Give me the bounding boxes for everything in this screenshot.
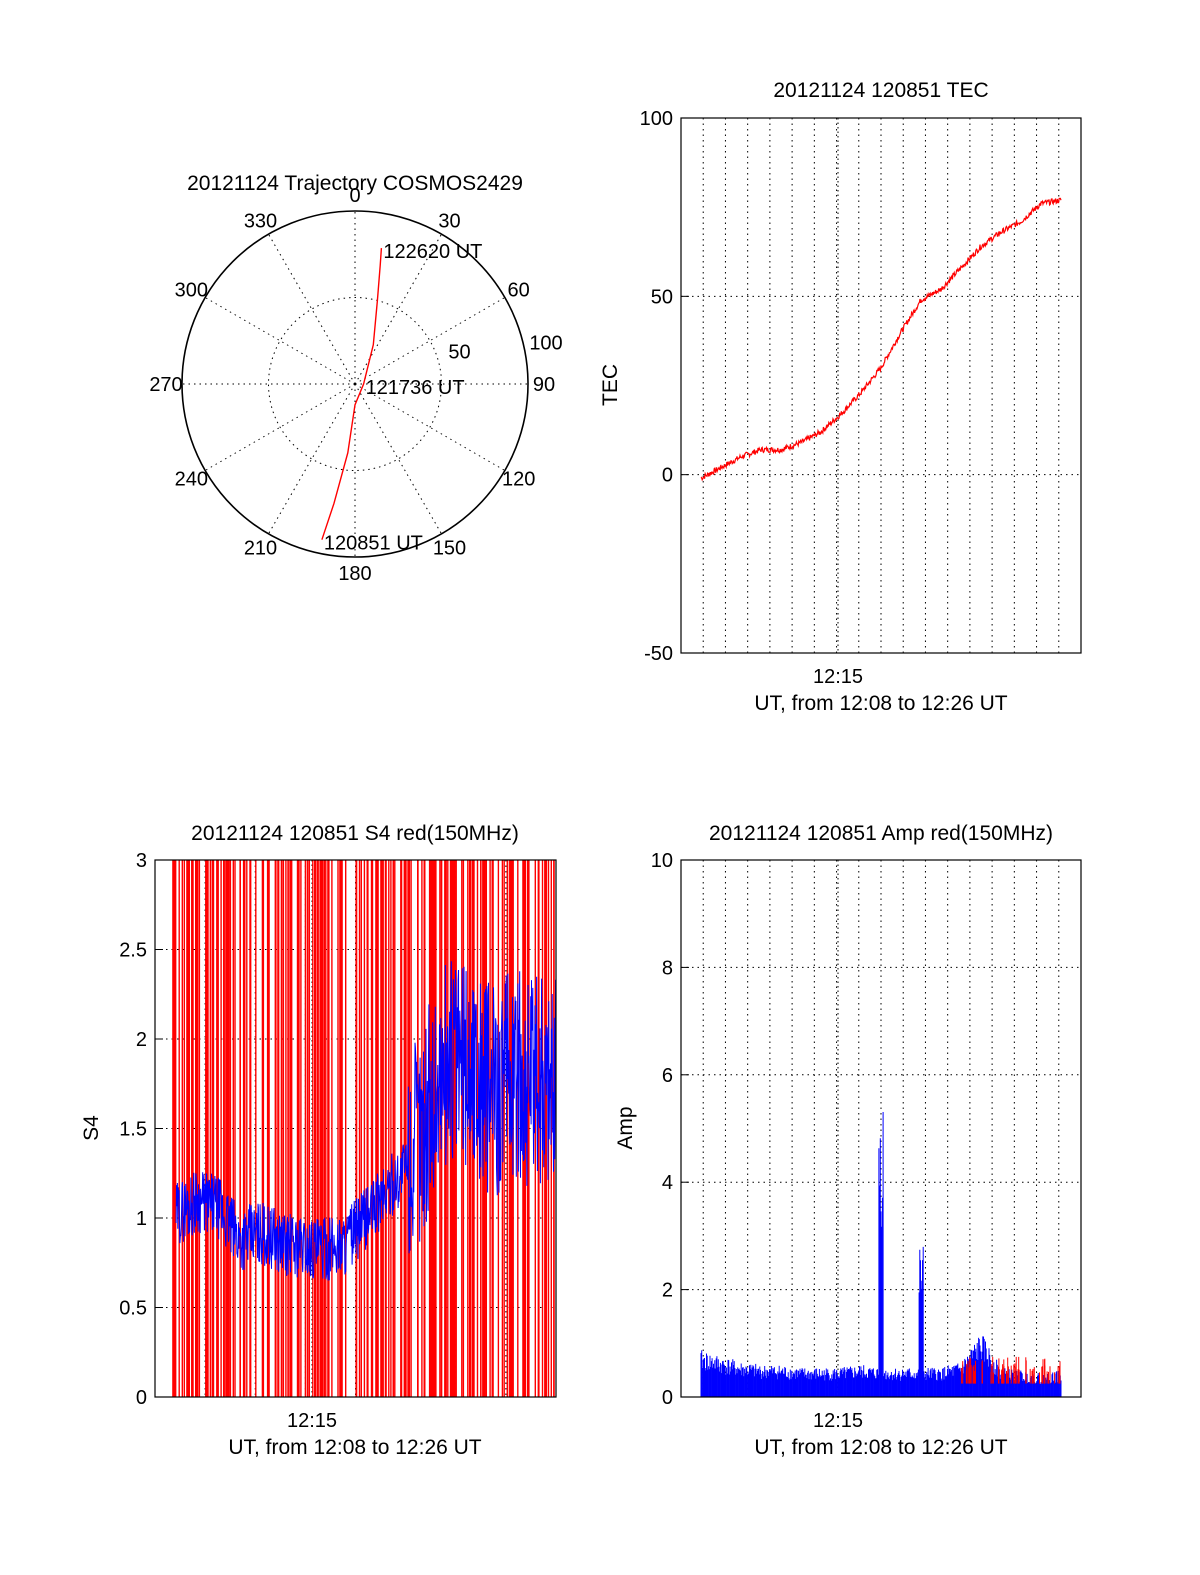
- s4-ytick-labels: 0 0.5 1 1.5 2 2.5 3: [119, 850, 147, 1409]
- polar-azimuth-label: 180: [338, 563, 371, 585]
- polar-azimuth-label: 60: [508, 280, 530, 302]
- polar-radial-label: 100: [529, 333, 562, 355]
- s4-ytick-label: 1.5: [119, 1119, 147, 1141]
- polar-spoke: [354, 383, 442, 535]
- amp-ytick-label: 0: [662, 1387, 673, 1409]
- polar-azimuth-label: 300: [175, 280, 208, 302]
- s4-frame: [154, 859, 557, 1398]
- polar-azimuth-label: 120: [502, 469, 535, 491]
- amp-ytick-labels: 0 2 4 6 8 10: [651, 850, 673, 1409]
- polar-spoke: [354, 297, 506, 385]
- polar-radial-label: 50: [448, 341, 470, 363]
- amp-xtick-label: 12:15: [813, 1410, 863, 1432]
- tec-panel: 20121124 120851 TEC -50 0 50 100 12:15 UT, …: [599, 79, 1082, 715]
- trajectory-time-label: 121736 UT: [366, 377, 465, 399]
- trajectory-time-label: 120851 UT: [324, 533, 423, 555]
- polar-spoke: [204, 383, 356, 471]
- tec-frame: [680, 117, 1082, 654]
- polar-azimuth-label: 90: [533, 374, 555, 396]
- polar-outer-circle: [181, 210, 529, 558]
- s4-panel: 20121124 120851 S4 red(150MHz) 0 0.5 1 1.5 2…: [80, 822, 557, 1459]
- tec-ytick-label: -50: [644, 643, 673, 665]
- amp-series: [700, 1112, 1062, 1397]
- polar-azimuth-labels: 0 30 60 90 120 150 180 210 240 270 300 330: [149, 185, 555, 585]
- polar-azimuth-label: 210: [244, 538, 277, 560]
- tec-ytick-label: 50: [651, 286, 673, 308]
- s4-ytick-label: 0.5: [119, 1298, 147, 1320]
- polar-radial-labels: 50 100: [448, 333, 562, 364]
- polar-azimuth-label: 30: [438, 210, 460, 232]
- s4-ytick-label: 0: [136, 1387, 147, 1409]
- tec-ytick-label: 0: [662, 465, 673, 487]
- amp-ytick-label: 6: [662, 1065, 673, 1087]
- tec-title: 20121124 120851 TEC: [773, 79, 988, 102]
- polar-grid: [181, 210, 529, 558]
- s4-ytick-label: 2: [136, 1029, 147, 1051]
- s4-xlabel: UT, from 12:08 to 12:26 UT: [228, 1436, 481, 1459]
- polar-azimuth-label: 240: [175, 469, 208, 491]
- trajectory-polar-panel: 20121124 Trajectory COSMOS2429 0 30 60 90 12…: [149, 172, 562, 585]
- s4-title: 20121124 120851 S4 red(150MHz): [191, 822, 519, 845]
- tec-ytick-labels: -50 0 50 100: [640, 108, 673, 665]
- amp-panel: 20121124 120851 Amp red(150MHz) 0246810 …: [614, 822, 1082, 1459]
- tec-xlabel: UT, from 12:08 to 12:26 UT: [754, 692, 1007, 715]
- s4-series: [175, 961, 557, 1281]
- s4-xtick-label: 12:15: [287, 1410, 337, 1432]
- polar-azimuth-label: 330: [244, 210, 277, 232]
- trajectory-line: [321, 248, 383, 540]
- tec-xtick-label: 12:15: [813, 666, 863, 688]
- trajectory-series: [321, 248, 383, 540]
- s4-ytick-label: 3: [136, 850, 147, 872]
- polar-inner-circle: [268, 297, 442, 471]
- polar-spoke: [204, 297, 356, 385]
- tec-line: [700, 197, 1062, 482]
- polar-spoke: [268, 233, 356, 385]
- amp-ytick-label: 8: [662, 957, 673, 979]
- s4-line: [175, 961, 557, 1281]
- s4-ylabel: S4: [80, 1115, 103, 1141]
- amp-ytick-label: 2: [662, 1280, 673, 1302]
- polar-azimuth-label: 0: [349, 185, 360, 207]
- amp-xlabel: UT, from 12:08 to 12:26 UT: [754, 1436, 1007, 1459]
- tec-ylabel: TEC: [599, 364, 622, 406]
- polar-azimuth-label: 150: [433, 538, 466, 560]
- tec-ytick-label: 100: [640, 108, 673, 130]
- amp-title: 20121124 120851 Amp red(150MHz): [709, 822, 1053, 845]
- amp-ytick-label: 4: [662, 1172, 673, 1194]
- polar-spoke: [268, 383, 356, 535]
- amp-ylabel: Amp: [614, 1106, 637, 1149]
- s4-ytick-label: 1: [136, 1208, 147, 1230]
- s4-ytick-label: 2.5: [119, 940, 147, 962]
- tec-grid: [681, 117, 1081, 654]
- polar-spoke: [354, 383, 506, 471]
- amp-frame: [680, 859, 1082, 1398]
- trajectory-time-label: 122620 UT: [383, 241, 482, 263]
- polar-azimuth-label: 270: [149, 374, 182, 396]
- amp-grid: [681, 859, 1081, 1398]
- trajectory-annotations: 122620 UT 121736 UT 120851 UT: [324, 241, 482, 555]
- tec-series: [700, 197, 1062, 482]
- trajectory-title: 20121124 Trajectory COSMOS2429: [187, 172, 523, 195]
- amp-ytick-label: 10: [651, 850, 673, 872]
